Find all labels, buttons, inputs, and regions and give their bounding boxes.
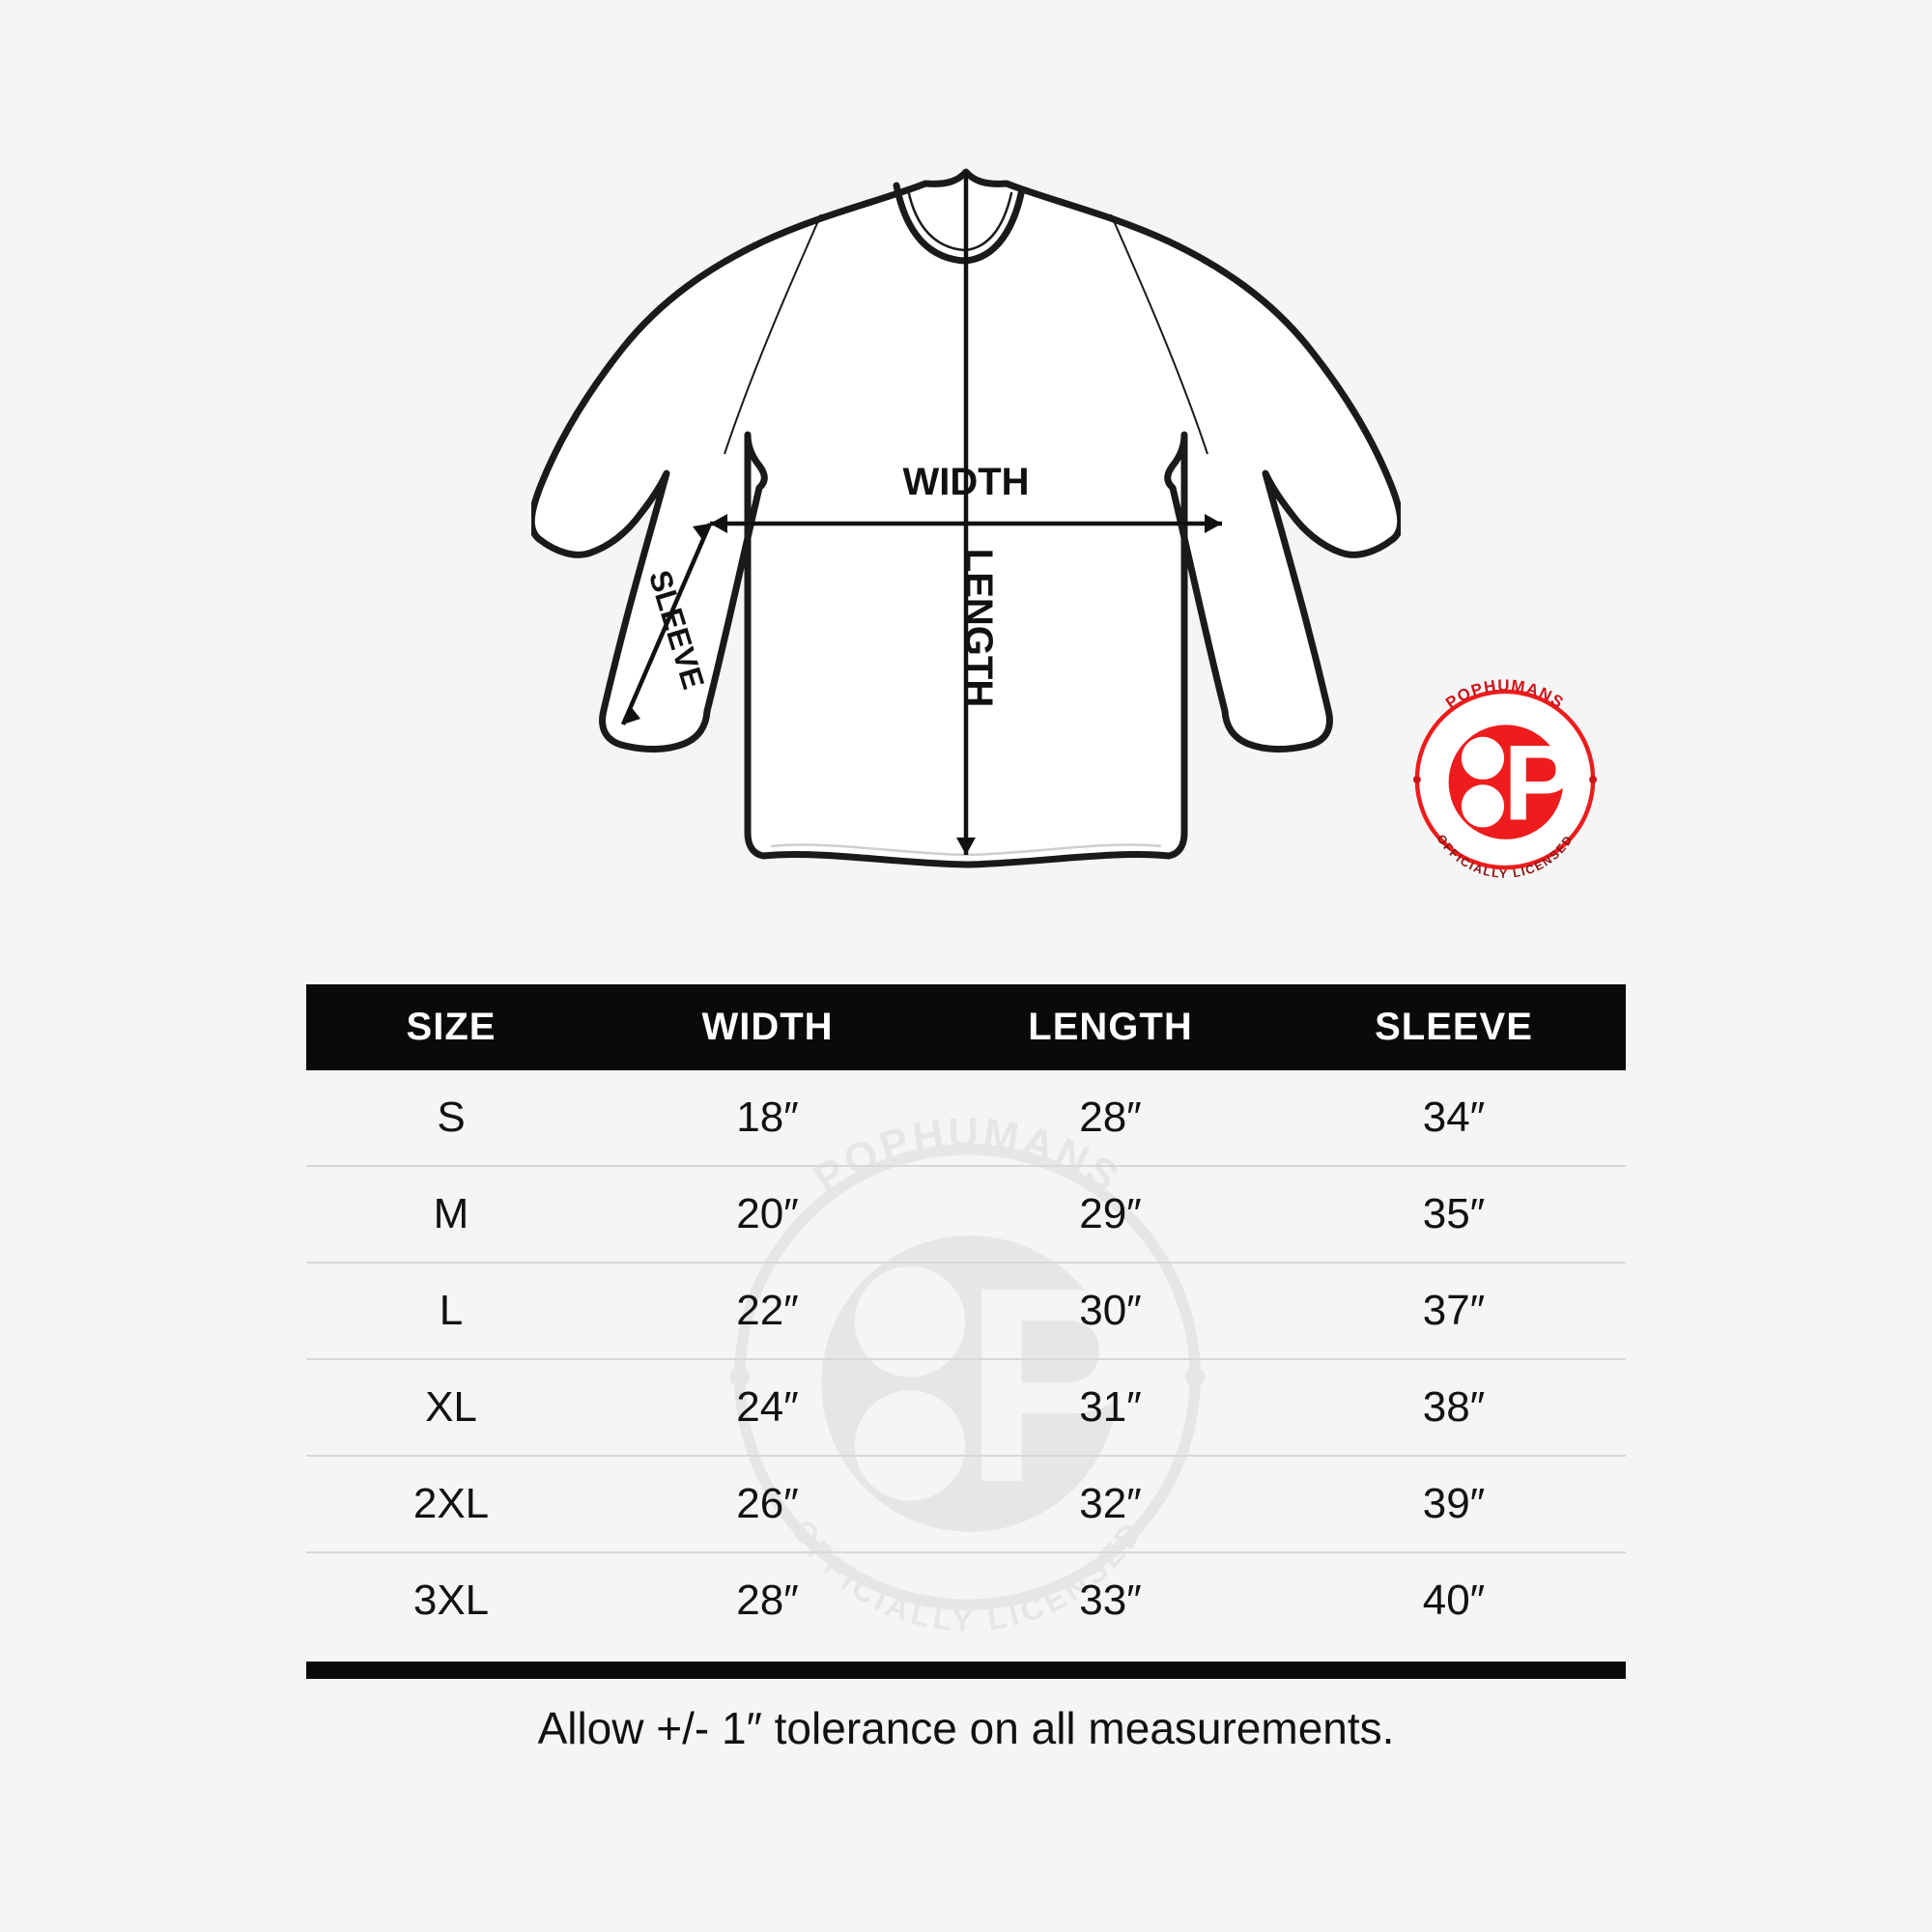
svg-text:P: P — [1503, 723, 1575, 843]
svg-text:WIDTH: WIDTH — [902, 461, 1029, 503]
svg-text:LENGTH: LENGTH — [957, 549, 1000, 707]
